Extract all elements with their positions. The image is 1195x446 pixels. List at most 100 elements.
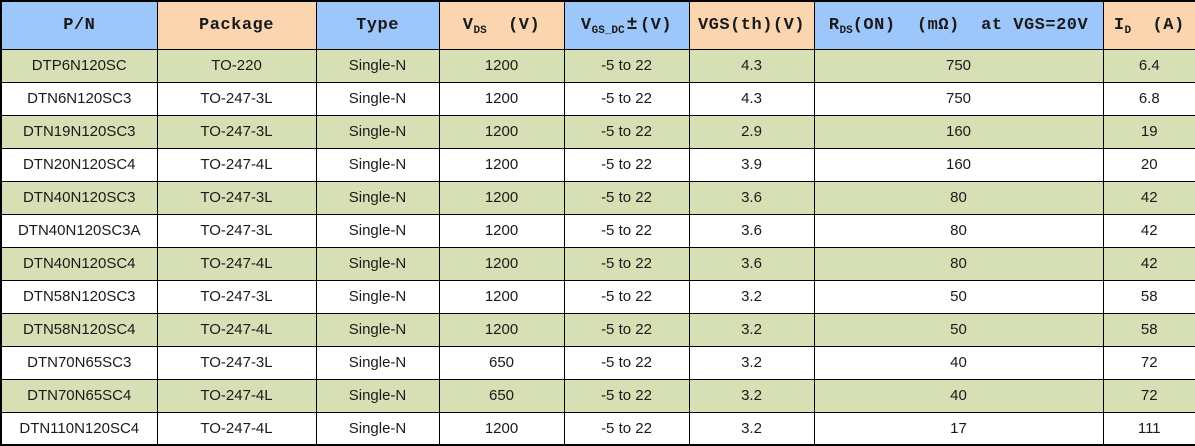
cell-rds_on: 750 (813, 81, 1104, 116)
vgsdc-unit: (V) (639, 16, 673, 36)
column-header-vds: VDS (V) (438, 0, 565, 50)
cell-id: 42 (1102, 213, 1195, 248)
cell-package: TO-220 (156, 48, 317, 83)
cell-id: 72 (1102, 378, 1195, 413)
cell-type: Single-N (315, 147, 440, 182)
cell-vds: 1200 (438, 246, 565, 281)
cell-pn: DTN40N120SC4 (0, 246, 158, 281)
cell-id: 42 (1102, 246, 1195, 281)
cell-vds: 1200 (438, 411, 565, 446)
cell-package: TO-247-3L (156, 81, 317, 116)
table-row: DTN70N65SC4 TO-247-4L Single-N 650 -5 to 22 3… (0, 378, 1195, 413)
column-header-vgs-th: VGS(th)(V) (688, 0, 815, 50)
rdson-condition: at VGS=20V (981, 15, 1089, 35)
cell-package: TO-247-4L (156, 147, 317, 182)
table-header: P/N Package Type VDS (V) VGS_DC ± (V) VGS(… (0, 0, 1195, 50)
cell-vgs_dc: -5 to 22 (563, 411, 690, 446)
cell-vds: 1200 (438, 180, 565, 215)
cell-vds: 1200 (438, 312, 565, 347)
cell-vgs_dc: -5 to 22 (563, 378, 690, 413)
column-header-vgs-th-label: VGS(th)(V) (697, 15, 806, 35)
cell-vgs_dc: -5 to 22 (563, 147, 690, 182)
cell-vds: 1200 (438, 81, 565, 116)
table-row: DTP6N120SC TO-220 Single-N 1200 -5 to 22 4.3 7… (0, 48, 1195, 83)
vds-unit: (V) (508, 15, 541, 35)
table-row: DTN40N120SC3 TO-247-3L Single-N 1200 -5 to 2… (0, 180, 1195, 215)
cell-vgs_th: 3.6 (688, 180, 815, 215)
cell-vgs_dc: -5 to 22 (563, 114, 690, 149)
cell-id: 19 (1102, 114, 1195, 149)
cell-type: Single-N (315, 246, 440, 281)
cell-rds_on: 750 (813, 48, 1104, 83)
cell-vgs_th: 4.3 (688, 48, 815, 83)
cell-package: TO-247-3L (156, 279, 317, 314)
cell-vgs_th: 3.6 (688, 246, 815, 281)
cell-vgs_th: 4.3 (688, 81, 815, 116)
cell-type: Single-N (315, 279, 440, 314)
cell-vgs_th: 3.2 (688, 279, 815, 314)
column-header-pn-label: P/N (63, 15, 96, 35)
table-body: DTP6N120SC TO-220 Single-N 1200 -5 to 22 4.3 7… (0, 48, 1195, 446)
cell-package: TO-247-4L (156, 312, 317, 347)
cell-pn: DTP6N120SC (0, 48, 158, 83)
cell-rds_on: 80 (813, 246, 1104, 281)
column-header-rds-on: RDS(ON) (mΩ) at VGS=20V (813, 0, 1104, 50)
rdson-state: (ON) (852, 15, 896, 35)
cell-package: TO-247-4L (156, 246, 317, 281)
vds-symbol-base: V (462, 15, 474, 35)
cell-vgs_dc: -5 to 22 (563, 213, 690, 248)
cell-rds_on: 17 (813, 411, 1104, 446)
cell-rds_on: 80 (813, 213, 1104, 248)
cell-id: 111 (1102, 411, 1195, 446)
rdson-symbol-base: R (828, 15, 840, 35)
cell-id: 42 (1102, 180, 1195, 215)
table-row: DTN70N65SC3 TO-247-3L Single-N 650 -5 to 22 3… (0, 345, 1195, 380)
id-symbol-subscript: D (1124, 24, 1132, 37)
cell-vgs_th: 3.2 (688, 345, 815, 380)
cell-type: Single-N (315, 81, 440, 116)
cell-vds: 1200 (438, 48, 565, 83)
cell-pn: DTN20N120SC4 (0, 147, 158, 182)
cell-id: 72 (1102, 345, 1195, 380)
cell-type: Single-N (315, 411, 440, 446)
cell-type: Single-N (315, 213, 440, 248)
cell-pn: DTN70N65SC3 (0, 345, 158, 380)
column-header-pn: P/N (0, 0, 158, 50)
column-header-type: Type (315, 0, 440, 50)
cell-pn: DTN110N120SC4 (0, 411, 158, 446)
cell-id: 20 (1102, 147, 1195, 182)
table-row: DTN58N120SC3 TO-247-3L Single-N 1200 -5 to 2… (0, 279, 1195, 314)
cell-package: TO-247-3L (156, 213, 317, 248)
cell-type: Single-N (315, 114, 440, 149)
cell-vgs_th: 3.6 (688, 213, 815, 248)
cell-id: 58 (1102, 279, 1195, 314)
id-symbol-base: I (1113, 15, 1125, 35)
table-row: DTN6N120SC3 TO-247-3L Single-N 1200 -5 to 22… (0, 81, 1195, 116)
cell-vgs_th: 3.2 (688, 411, 815, 446)
vgsdc-symbol-base: V (580, 16, 592, 36)
cell-package: TO-247-3L (156, 345, 317, 380)
cell-vgs_dc: -5 to 22 (563, 312, 690, 347)
table-row: DTN110N120SC4 TO-247-4L Single-N 1200 -5 to … (0, 411, 1195, 446)
cell-pn: DTN19N120SC3 (0, 114, 158, 149)
cell-pn: DTN40N120SC3 (0, 180, 158, 215)
cell-rds_on: 40 (813, 378, 1104, 413)
cell-vds: 1200 (438, 147, 565, 182)
cell-id: 58 (1102, 312, 1195, 347)
column-header-type-label: Type (356, 15, 399, 35)
cell-vgs_dc: -5 to 22 (563, 279, 690, 314)
cell-rds_on: 40 (813, 345, 1104, 380)
table-row: DTN19N120SC3 TO-247-3L Single-N 1200 -5 to 2… (0, 114, 1195, 149)
cell-vgs_dc: -5 to 22 (563, 180, 690, 215)
vgsdc-symbol-subscript: GS_DC (591, 25, 625, 38)
cell-type: Single-N (315, 345, 440, 380)
cell-vds: 1200 (438, 114, 565, 149)
cell-package: TO-247-3L (156, 180, 317, 215)
vds-symbol-subscript: DS (473, 24, 487, 37)
cell-vgs_th: 3.9 (688, 147, 815, 182)
cell-vgs_th: 2.9 (688, 114, 815, 149)
cell-rds_on: 160 (813, 114, 1104, 149)
cell-pn: DTN58N120SC4 (0, 312, 158, 347)
cell-package: TO-247-3L (156, 114, 317, 149)
cell-type: Single-N (315, 180, 440, 215)
